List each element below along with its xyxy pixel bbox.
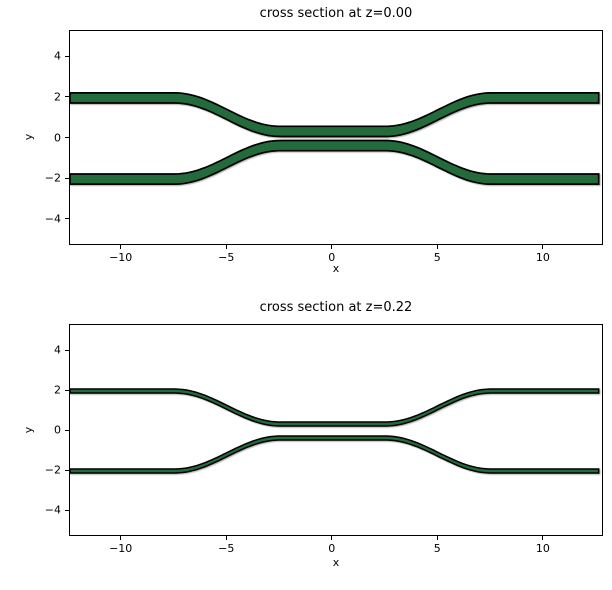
x-tick-label: 10 [535,542,550,555]
x-tick-label: 10 [535,251,550,264]
y-tick-label: 4 [54,49,61,63]
y-tick-mark [65,469,69,471]
x-tick-mark [225,536,227,540]
x-tick-mark [542,245,544,249]
subplot1-xlabel: x [332,262,340,275]
waveguide-band-top [70,92,600,138]
x-tick-mark [436,536,438,540]
subplot1-axes [69,30,603,245]
subplot2-axes [69,324,603,536]
waveguide-band-svg [70,388,600,474]
y-tick-label: −2 [44,463,61,477]
y-tick-label: 2 [54,90,61,104]
y-tick-mark [65,429,69,431]
x-tick-mark [225,245,227,249]
x-tick-mark [542,536,544,540]
y-tick-mark [65,389,69,391]
y-tick-label: 0 [54,423,61,437]
x-tick-label: −5 [218,251,235,264]
y-tick-mark [65,55,69,57]
x-tick-label: −5 [218,542,235,555]
x-tick-mark [120,245,122,249]
x-tick-label: 0 [328,542,336,555]
x-tick-mark [436,245,438,249]
subplot2-title: cross section at z=0.22 [259,300,413,315]
x-tick-label: 5 [433,542,441,555]
y-tick-mark [65,509,69,511]
y-tick-label: −4 [44,503,61,517]
x-tick-mark [331,536,333,540]
waveguide-band-bottom [70,139,600,185]
y-tick-label: 4 [54,343,61,357]
y-tick-label: 0 [54,131,61,144]
x-tick-label: −10 [109,542,133,555]
waveguide-band-top [70,388,600,427]
y-tick-mark [65,218,69,220]
waveguide-band-bottom [70,435,600,474]
y-tick-mark [65,349,69,351]
subplot1-title: cross section at z=0.00 [259,6,413,21]
subplot2-xlabel: x [332,556,340,569]
y-tick-label: −2 [44,171,61,185]
y-tick-label: −4 [44,212,61,226]
y-tick-mark [65,137,69,138]
x-tick-label: 0 [328,251,336,264]
waveguide-band-svg [70,92,600,185]
y-tick-mark [65,177,69,179]
y-tick-mark [65,96,69,98]
x-tick-label: −10 [109,251,133,264]
y-tick-label: 2 [54,383,61,397]
x-tick-label: 5 [433,251,441,264]
x-tick-mark [120,536,122,540]
x-tick-mark [331,245,333,249]
